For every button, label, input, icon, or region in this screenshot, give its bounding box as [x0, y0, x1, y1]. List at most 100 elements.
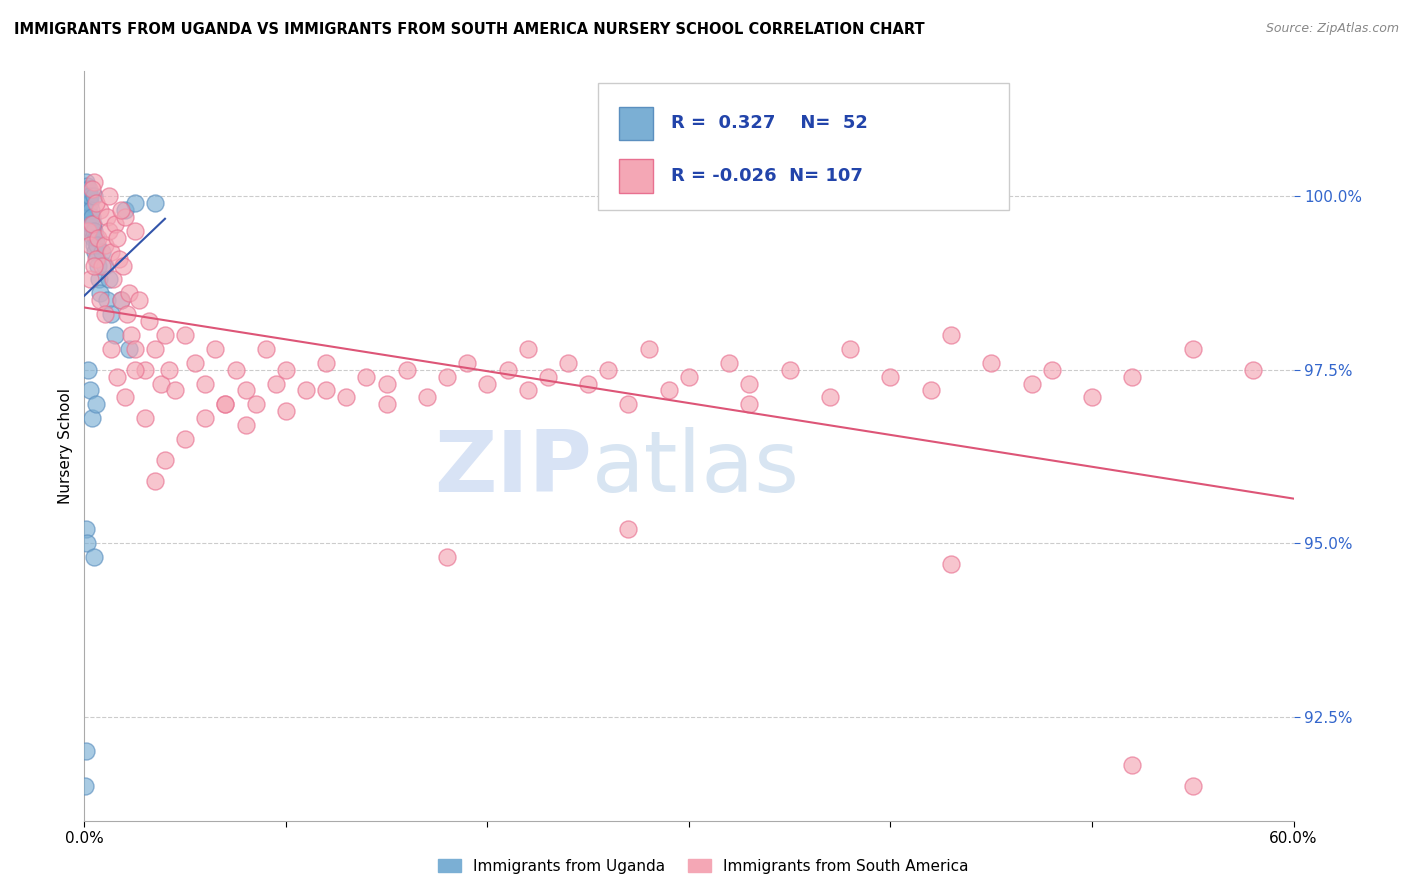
- Point: [678, 369, 700, 384]
- Point: [1081, 391, 1104, 405]
- Point: [184, 356, 207, 370]
- Point: [149, 376, 172, 391]
- Text: R = -0.026  N= 107: R = -0.026 N= 107: [671, 167, 863, 185]
- Point: [939, 328, 962, 343]
- Point: [537, 369, 560, 384]
- Point: [124, 342, 146, 356]
- Point: [75, 196, 97, 211]
- Point: [274, 404, 297, 418]
- Point: [1121, 758, 1143, 772]
- Point: [779, 362, 801, 376]
- Point: [143, 474, 166, 488]
- Point: [153, 453, 176, 467]
- Point: [245, 397, 267, 411]
- Point: [839, 342, 862, 356]
- Point: [107, 252, 129, 266]
- Point: [204, 342, 226, 356]
- Point: [89, 203, 111, 218]
- Point: [516, 342, 538, 356]
- Point: [82, 217, 104, 231]
- Point: [658, 384, 681, 398]
- Point: [79, 237, 101, 252]
- Point: [235, 418, 257, 433]
- Point: [617, 522, 640, 536]
- Point: [104, 217, 127, 231]
- Point: [76, 189, 98, 203]
- Point: [75, 182, 97, 196]
- Point: [83, 224, 105, 238]
- Point: [114, 203, 136, 218]
- Point: [557, 356, 579, 370]
- Point: [86, 196, 108, 211]
- Point: [143, 342, 166, 356]
- Point: [295, 384, 318, 398]
- Point: [86, 252, 108, 266]
- Point: [80, 224, 103, 238]
- Point: [89, 293, 111, 308]
- Point: [87, 259, 110, 273]
- Point: [134, 362, 156, 376]
- Point: [1121, 369, 1143, 384]
- Point: [174, 328, 197, 343]
- Point: [79, 182, 101, 196]
- Point: [214, 397, 236, 411]
- Point: [93, 237, 115, 252]
- Point: [576, 376, 599, 391]
- Point: [395, 362, 418, 376]
- Point: [110, 293, 132, 308]
- Point: [86, 252, 108, 266]
- Point: [598, 362, 620, 376]
- Point: [194, 411, 217, 425]
- Point: [91, 244, 114, 259]
- Point: [1181, 779, 1204, 793]
- Point: [100, 307, 122, 321]
- Point: [194, 376, 217, 391]
- Point: [134, 411, 156, 425]
- Point: [93, 259, 115, 273]
- Point: [254, 342, 277, 356]
- Point: [101, 272, 124, 286]
- Point: [165, 384, 187, 398]
- Point: [118, 342, 141, 356]
- Point: [75, 186, 97, 200]
- Point: [617, 397, 640, 411]
- Text: IMMIGRANTS FROM UGANDA VS IMMIGRANTS FROM SOUTH AMERICA NURSERY SCHOOL CORRELATI: IMMIGRANTS FROM UGANDA VS IMMIGRANTS FRO…: [14, 22, 925, 37]
- Point: [75, 744, 97, 758]
- Point: [89, 286, 111, 301]
- Point: [315, 356, 337, 370]
- Point: [274, 362, 297, 376]
- Point: [111, 259, 134, 273]
- Point: [76, 178, 98, 193]
- Point: [496, 362, 519, 376]
- Point: [920, 384, 942, 398]
- Point: [879, 369, 901, 384]
- Point: [124, 196, 146, 211]
- Point: [86, 237, 108, 252]
- Point: [82, 411, 104, 425]
- Point: [138, 314, 160, 328]
- Point: [375, 376, 398, 391]
- Point: [118, 286, 141, 301]
- Point: [105, 369, 128, 384]
- Bar: [619, 159, 652, 193]
- Point: [77, 189, 100, 203]
- Point: [83, 549, 105, 564]
- Point: [83, 237, 105, 252]
- Point: [143, 196, 166, 211]
- Point: [104, 328, 127, 343]
- Point: [89, 272, 111, 286]
- Point: [1021, 376, 1043, 391]
- Point: [75, 175, 97, 189]
- Point: [114, 210, 136, 224]
- Point: [114, 391, 136, 405]
- Point: [315, 384, 337, 398]
- Point: [1040, 362, 1063, 376]
- Point: [516, 384, 538, 398]
- Point: [100, 244, 122, 259]
- Point: [105, 231, 128, 245]
- Text: ZIP: ZIP: [434, 427, 592, 510]
- Point: [738, 397, 761, 411]
- Point: [110, 203, 132, 218]
- Point: [79, 196, 101, 211]
- Point: [939, 557, 962, 571]
